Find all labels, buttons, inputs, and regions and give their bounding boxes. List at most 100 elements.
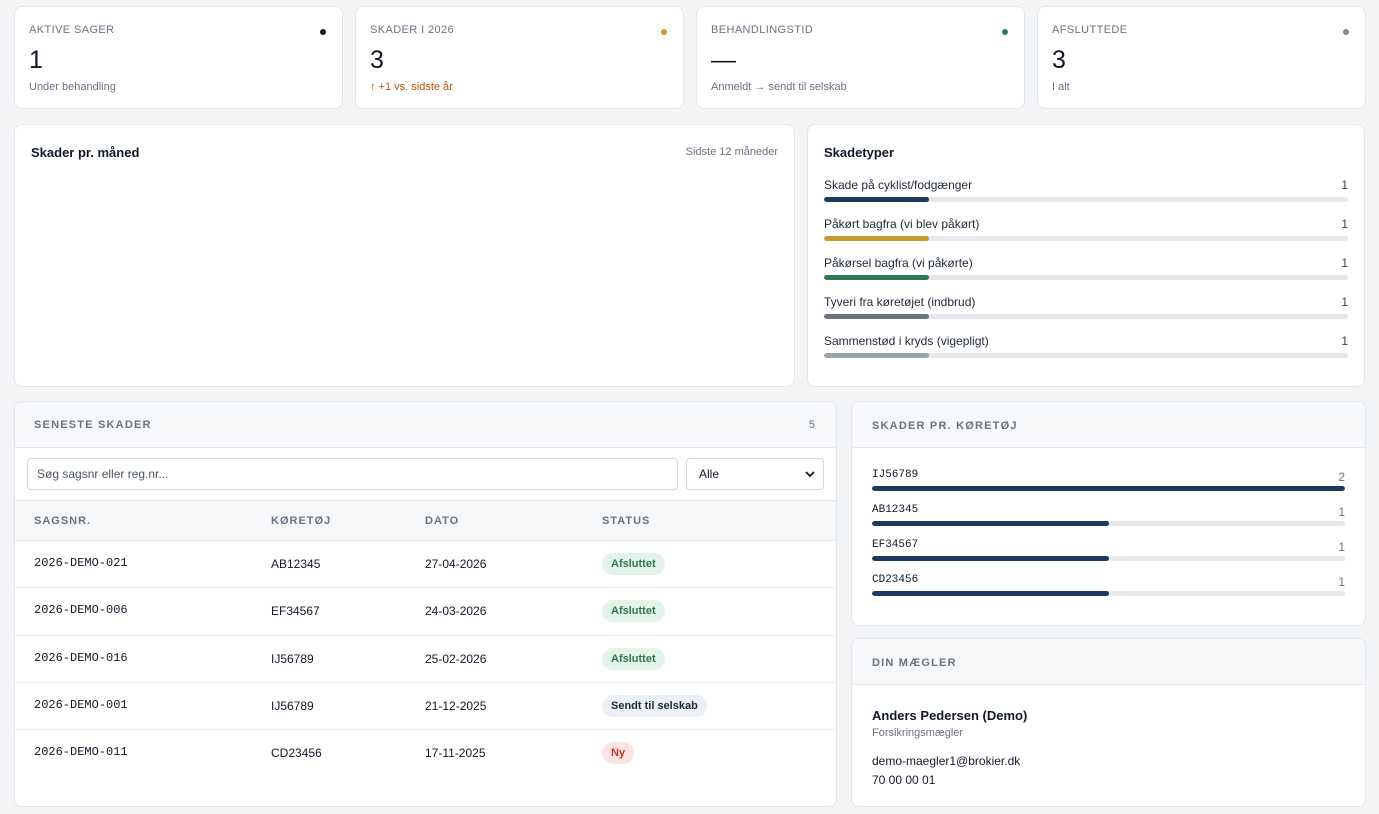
case-number: 2026-DEMO-001 xyxy=(34,697,128,712)
kpi-card-active: AKTIVE SAGER 1 Under behandling xyxy=(14,6,343,109)
table-row[interactable]: 2026-DEMO-021 AB12345 27-04-2026 Afslutt… xyxy=(15,541,836,589)
panel-title: Skader pr. måned xyxy=(31,145,140,160)
case-number: 2026-DEMO-006 xyxy=(34,603,128,618)
damage-type-row: Sammenstød i kryds (vigepligt) 1 xyxy=(824,334,1348,373)
bar-track xyxy=(872,521,1345,526)
filter-bar: Alle xyxy=(15,448,836,501)
kpi-label: AFSLUTTEDE xyxy=(1052,24,1128,36)
column-header-case[interactable]: SAGSNR. xyxy=(34,515,92,527)
vehicle-count: 1 xyxy=(1338,540,1345,554)
damage-type-count: 1 xyxy=(1341,334,1348,348)
section-header: SKADER PR. KØRETØJ xyxy=(852,402,1365,448)
damage-types-panel: Skadetyper Skade på cyklist/fodgænger 1 … xyxy=(807,124,1365,387)
damage-date: 27-04-2026 xyxy=(425,557,487,571)
column-header-date[interactable]: DATO xyxy=(425,515,460,527)
kpi-card-damages-year: SKADER I 2026 3 ↑ +1 vs. sidste år xyxy=(355,6,684,109)
bar-fill xyxy=(824,197,929,202)
search-input[interactable] xyxy=(27,458,678,490)
column-header-vehicle[interactable]: KØRETØJ xyxy=(271,515,332,527)
bar-track xyxy=(824,314,1348,319)
vehicle-reg: EF34567 xyxy=(271,604,320,619)
damage-type-row: Påkørt bagfra (vi blev påkørt) 1 xyxy=(824,217,1348,256)
kpi-value: 3 xyxy=(1052,46,1066,74)
vehicle-count: 1 xyxy=(1338,575,1345,589)
broker-phone[interactable]: 70 00 00 01 xyxy=(872,773,936,787)
panel-title: Skadetyper xyxy=(824,145,895,160)
section-header: DIN MÆGLER xyxy=(852,639,1365,685)
table-body: 2026-DEMO-021 AB12345 27-04-2026 Afslutt… xyxy=(15,541,836,777)
table-row[interactable]: 2026-DEMO-016 IJ56789 25-02-2026 Afslutt… xyxy=(15,636,836,683)
case-number: 2026-DEMO-011 xyxy=(34,745,128,760)
kpi-subtext: Under behandling xyxy=(29,81,116,93)
vehicle-reg: CD23456 xyxy=(872,574,919,586)
status-badge: Afsluttet xyxy=(602,553,665,575)
vehicle-count: 1 xyxy=(1338,505,1345,519)
damage-type-count: 1 xyxy=(1341,217,1348,231)
kpi-card-processing-time: BEHANDLINGSTID — Anmeldt → sendt til sel… xyxy=(696,6,1025,109)
kpi-subtext: ↑ +1 vs. sidste år xyxy=(370,81,453,93)
bar-fill xyxy=(824,353,929,358)
damage-type-name: Skade på cyklist/fodgænger xyxy=(824,178,973,192)
filter-value: Alle xyxy=(699,467,720,481)
bar-fill xyxy=(824,275,929,280)
status-badge: Sendt til selskab xyxy=(602,694,707,717)
vehicle-count: 2 xyxy=(1338,470,1345,484)
damage-type-count: 1 xyxy=(1341,295,1348,309)
broker-email[interactable]: demo-maegler1@brokier.dk xyxy=(872,754,1021,768)
vehicle-reg: IJ56789 xyxy=(271,698,314,713)
damage-type-name: Påkørsel bagfra (vi påkørte) xyxy=(824,256,973,270)
status-badge: Afsluttet xyxy=(602,600,665,623)
damage-date: 25-02-2026 xyxy=(425,651,487,666)
kpi-label: AKTIVE SAGER xyxy=(29,24,115,36)
kpi-label: SKADER I 2026 xyxy=(370,24,455,36)
section-title: SENESTE SKADER xyxy=(34,419,152,431)
bar-track xyxy=(824,236,1348,241)
table-row[interactable]: 2026-DEMO-001 IJ56789 21-12-2025 Sendt t… xyxy=(15,683,836,731)
vehicle-reg: AB12345 xyxy=(271,557,321,571)
damage-type-row: Påkørsel bagfra (vi påkørte) 1 xyxy=(824,256,1348,295)
damage-date: 24-03-2026 xyxy=(425,604,487,619)
result-count: 5 xyxy=(808,419,815,431)
damage-type-count: 1 xyxy=(1341,178,1348,192)
section-title: SKADER PR. KØRETØJ xyxy=(872,420,1018,432)
recent-damages-panel: SENESTE SKADER 5 Alle SAGSNR. KØRETØJ DA… xyxy=(14,401,837,807)
damage-type-count: 1 xyxy=(1341,256,1348,270)
bar-fill xyxy=(872,521,1109,526)
monthly-chart-panel: Skader pr. måned Sidste 12 måneder xyxy=(14,124,795,387)
bar-fill xyxy=(872,486,1345,491)
vehicle-reg: IJ56789 xyxy=(872,469,919,481)
bar-fill xyxy=(872,556,1109,561)
bar-track xyxy=(872,591,1345,596)
kpi-value: 1 xyxy=(29,46,43,74)
period-label: Sidste 12 måneder xyxy=(685,146,778,158)
kpi-value: — xyxy=(711,46,736,74)
status-badge: Ny xyxy=(602,742,635,765)
vehicle-reg: EF34567 xyxy=(872,539,919,551)
damage-date: 21-12-2025 xyxy=(425,698,487,713)
damage-type-name: Tyveri fra køretøjet (indbrud) xyxy=(824,295,976,309)
vehicle-damages-panel: SKADER PR. KØRETØJ IJ56789 2 AB12345 1 E… xyxy=(851,401,1366,626)
bar-fill xyxy=(824,314,929,319)
vehicle-reg: IJ56789 xyxy=(271,651,314,666)
bar-fill xyxy=(872,591,1109,596)
kpi-label: BEHANDLINGSTID xyxy=(711,24,814,36)
damage-type-row: Tyveri fra køretøjet (indbrud) 1 xyxy=(824,295,1348,334)
kpi-subtext: Anmeldt → sendt til selskab xyxy=(711,81,847,93)
bar-fill xyxy=(824,236,929,241)
broker-panel: DIN MÆGLER Anders Pedersen (Demo) Forsik… xyxy=(851,638,1366,807)
damage-type-list: Skade på cyklist/fodgænger 1 Påkørt bagf… xyxy=(824,178,1348,373)
section-title: DIN MÆGLER xyxy=(872,657,957,669)
vehicle-row: IJ56789 2 xyxy=(872,469,1345,504)
bar-track xyxy=(824,275,1348,280)
column-header-status[interactable]: STATUS xyxy=(602,515,651,527)
vehicle-row: CD23456 1 xyxy=(872,574,1345,609)
kpi-subtext: I alt xyxy=(1052,81,1070,93)
status-dot-icon xyxy=(661,29,667,35)
section-header: SENESTE SKADER 5 xyxy=(15,402,836,448)
table-row[interactable]: 2026-DEMO-011 CD23456 17-11-2025 Ny xyxy=(15,730,836,777)
table-row[interactable]: 2026-DEMO-006 EF34567 24-03-2026 Afslutt… xyxy=(15,588,836,636)
status-filter-select[interactable]: Alle xyxy=(686,458,824,490)
vehicle-row: AB12345 1 xyxy=(872,504,1345,539)
vehicle-reg: CD23456 xyxy=(271,746,322,761)
vehicle-list: IJ56789 2 AB12345 1 EF34567 1 CD23456 1 xyxy=(872,469,1345,609)
